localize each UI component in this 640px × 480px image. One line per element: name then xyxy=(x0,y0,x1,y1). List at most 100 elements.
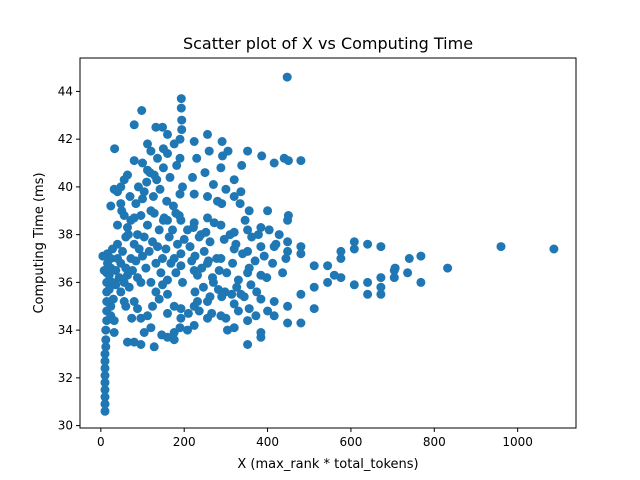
data-point xyxy=(296,318,306,328)
data-point xyxy=(271,239,281,249)
data-point xyxy=(213,196,222,206)
data-point xyxy=(108,294,118,304)
data-point xyxy=(228,258,238,268)
data-point xyxy=(237,160,247,170)
data-point xyxy=(283,246,293,256)
data-point xyxy=(221,313,231,323)
data-point xyxy=(100,392,110,402)
data-point xyxy=(148,192,158,201)
data-point xyxy=(148,301,157,311)
data-point xyxy=(163,308,172,318)
x-tick-label: 1000 xyxy=(502,435,533,449)
data-point xyxy=(269,311,279,321)
data-point xyxy=(208,180,218,189)
data-point xyxy=(246,280,256,290)
data-point xyxy=(123,223,132,232)
data-point xyxy=(158,163,168,173)
data-point xyxy=(336,246,346,256)
data-point xyxy=(162,196,172,206)
data-point xyxy=(256,223,266,232)
data-point xyxy=(203,256,213,266)
data-point xyxy=(106,254,116,263)
data-point xyxy=(233,275,243,285)
data-point xyxy=(138,158,147,168)
data-point xyxy=(329,270,339,280)
data-point xyxy=(131,199,141,209)
data-point xyxy=(197,263,207,273)
x-axis-ticks: 0 200 400 600 800 1000 xyxy=(97,428,533,449)
data-point xyxy=(178,277,187,287)
data-point xyxy=(243,340,253,349)
data-point xyxy=(296,156,306,166)
data-point xyxy=(231,239,241,249)
data-point xyxy=(263,306,273,316)
data-point xyxy=(136,211,146,220)
data-point xyxy=(161,244,171,254)
data-point xyxy=(190,251,200,261)
data-point xyxy=(232,282,242,292)
x-tick-label: 800 xyxy=(423,435,446,449)
y-axis-label: Computing Time (ms) xyxy=(32,172,47,313)
data-point xyxy=(244,304,254,314)
data-point xyxy=(256,294,266,304)
data-point xyxy=(179,234,189,244)
y-tick-label: 30 xyxy=(58,419,73,433)
data-point xyxy=(296,289,306,299)
data-point xyxy=(169,335,179,345)
data-point xyxy=(309,282,319,292)
data-point xyxy=(177,115,187,125)
x-tick-label: 0 xyxy=(97,435,105,449)
data-point xyxy=(154,225,164,235)
data-point xyxy=(100,378,110,388)
data-point xyxy=(239,292,249,302)
data-point xyxy=(149,208,159,218)
data-point xyxy=(173,239,182,249)
data-point xyxy=(175,153,185,163)
data-points xyxy=(98,72,559,416)
data-point xyxy=(416,277,426,287)
data-point xyxy=(363,277,373,287)
data-point xyxy=(129,337,139,347)
data-point xyxy=(146,277,156,287)
data-point xyxy=(136,277,146,287)
data-point xyxy=(126,215,136,225)
data-point xyxy=(138,194,147,204)
data-point xyxy=(175,134,185,144)
data-point xyxy=(113,220,122,230)
y-tick-label: 32 xyxy=(58,371,73,385)
data-point xyxy=(176,261,186,271)
x-tick-label: 200 xyxy=(173,435,196,449)
data-point xyxy=(259,251,269,261)
data-point xyxy=(203,129,212,139)
data-point xyxy=(363,239,373,249)
data-point xyxy=(188,172,197,182)
data-point xyxy=(133,304,142,314)
data-point xyxy=(116,199,126,209)
data-point xyxy=(152,175,162,185)
data-point xyxy=(217,137,227,146)
data-point xyxy=(158,144,168,154)
data-point xyxy=(144,246,154,256)
data-point xyxy=(223,325,232,335)
data-point xyxy=(192,153,202,163)
data-point xyxy=(146,323,156,333)
data-point xyxy=(153,242,162,252)
data-point xyxy=(109,316,119,326)
data-point xyxy=(323,277,333,287)
data-point xyxy=(104,285,114,294)
x-tick-label: 400 xyxy=(256,435,279,449)
data-point xyxy=(203,192,212,201)
data-point xyxy=(549,244,559,254)
data-point xyxy=(263,206,273,216)
data-point xyxy=(100,385,110,395)
data-point xyxy=(349,237,359,247)
data-point xyxy=(111,280,121,290)
data-point xyxy=(176,249,186,259)
data-point xyxy=(183,325,192,335)
data-point xyxy=(189,137,199,146)
data-point xyxy=(269,158,279,168)
data-point xyxy=(169,301,179,311)
data-point xyxy=(134,244,144,254)
data-point xyxy=(156,268,166,278)
data-point xyxy=(169,254,179,263)
